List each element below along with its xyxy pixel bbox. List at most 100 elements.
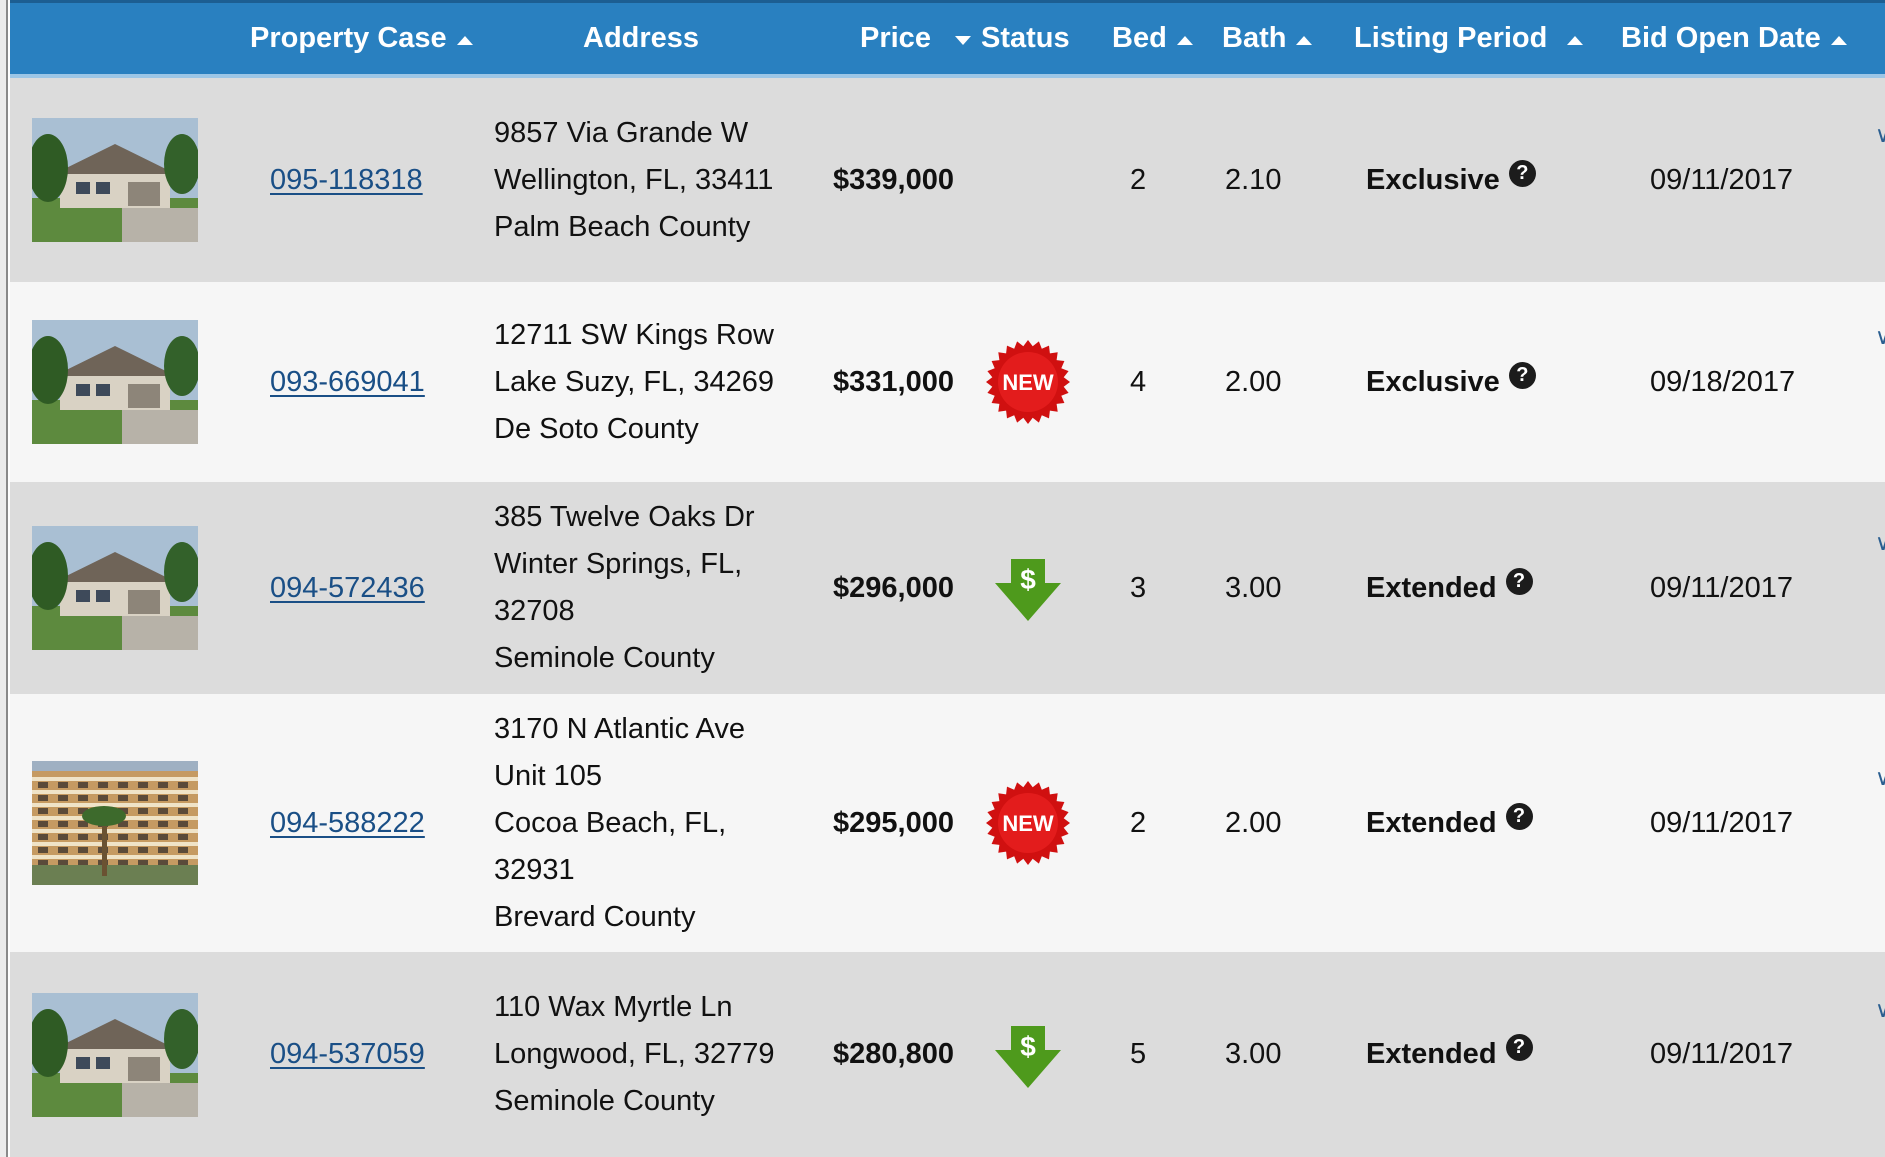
address-lines: 9857 Via Grande W Wellington, FL, 33411 Pa… xyxy=(494,110,773,251)
sort-property-case[interactable]: Property Case xyxy=(250,3,473,74)
address-line: De Soto County xyxy=(494,412,699,445)
bid-open-date-cell: 09/11/2017 xyxy=(1650,806,1793,839)
header-bed: Bed xyxy=(1112,22,1167,54)
help-icon[interactable]: ? xyxy=(1508,159,1536,187)
header-property-case: Property Case xyxy=(250,22,447,54)
header-listing-period: Listing Period xyxy=(1354,22,1548,54)
address-line: Unit 105 xyxy=(494,759,603,792)
address-lines: 385 Twelve Oaks Dr Winter Springs, FL, 327… xyxy=(494,494,755,682)
sort-status[interactable]: Status xyxy=(955,3,1070,74)
address-line: Palm Beach County xyxy=(494,210,751,243)
price-cell: $296,000 xyxy=(833,571,954,604)
overflow-chevron-icon[interactable]: ∨ xyxy=(1875,765,1885,790)
property-case-link[interactable]: 093-669041 xyxy=(270,365,425,398)
bed-cell: 4 xyxy=(1130,365,1147,398)
address-line: 32931 xyxy=(494,853,575,886)
address-line: 110 Wax Myrtle Ln xyxy=(494,991,733,1023)
header-price: Price xyxy=(860,22,931,54)
address-line: 3170 N Atlantic Ave xyxy=(494,712,745,745)
bed-cell: 3 xyxy=(1130,571,1147,604)
listings-table: Property Case Address Price Status Bed B… xyxy=(10,0,1885,1157)
address-line: 12711 SW Kings Row xyxy=(494,318,774,351)
listing-thumbnail[interactable] xyxy=(32,761,198,885)
address-line: 32708 xyxy=(494,595,575,627)
address-line: Seminole County xyxy=(494,642,715,674)
sort-bed[interactable]: Bed xyxy=(1112,3,1193,74)
listing-period-label: Exclusive xyxy=(1366,163,1500,196)
property-case-link[interactable]: 094-537059 xyxy=(270,1038,425,1070)
address-lines: 3170 N Atlantic Ave Unit 105 Cocoa Beach, … xyxy=(494,706,745,941)
help-icon[interactable]: ? xyxy=(1505,802,1533,830)
bath-cell: 2.10 xyxy=(1225,163,1282,196)
listing-period-cell: Exclusive? xyxy=(1366,78,1536,282)
property-case-link[interactable]: 095-118318 xyxy=(270,163,423,196)
listing-thumbnail[interactable] xyxy=(32,118,198,242)
address-line: Winter Springs, FL, xyxy=(494,548,743,580)
sort-desc-icon xyxy=(955,36,971,45)
listing-period-label: Exclusive xyxy=(1366,365,1500,398)
address-cell: 110 Wax Myrtle Ln Longwood, FL, 32779 Semi… xyxy=(494,952,775,1157)
bath-cell: 3.00 xyxy=(1225,571,1282,604)
overflow-chevron-icon[interactable]: ∨ xyxy=(1875,996,1885,1022)
help-icon[interactable]: ? xyxy=(1505,567,1533,595)
listing-thumbnail[interactable] xyxy=(32,320,198,444)
price-cell: $295,000 xyxy=(833,806,954,839)
bid-open-date-cell: 09/11/2017 xyxy=(1650,163,1793,196)
property-case-link[interactable]: 094-588222 xyxy=(270,806,425,839)
sort-bath[interactable]: Bath xyxy=(1222,3,1313,74)
header-address: Address xyxy=(583,3,699,74)
sort-bid-open-date[interactable]: Bid Open Date xyxy=(1621,3,1847,74)
sort-listing-period[interactable]: Listing Period xyxy=(1354,3,1584,74)
svg-text:NEW: NEW xyxy=(1002,811,1054,836)
address-lines: 12711 SW Kings Row Lake Suzy, FL, 34269 De… xyxy=(494,312,774,453)
listing-period-label: Extended xyxy=(1366,806,1497,839)
table-row: 095-118318 9857 Via Grande W Wellington, F… xyxy=(10,78,1885,282)
property-case-cell: 094-588222 xyxy=(270,694,425,952)
header-bath: Bath xyxy=(1222,22,1287,54)
price-drop-icon: $ xyxy=(993,1024,1063,1090)
address-cell: 12711 SW Kings Row Lake Suzy, FL, 34269 De… xyxy=(494,282,774,482)
bath-cell: 2.00 xyxy=(1225,365,1282,398)
listing-period-label: Extended xyxy=(1366,1038,1497,1070)
property-case-cell: 095-118318 xyxy=(270,78,423,282)
help-icon[interactable]: ? xyxy=(1505,1034,1533,1061)
address-line: Wellington, FL, 33411 xyxy=(494,163,774,196)
bid-open-date-cell: 09/18/2017 xyxy=(1650,365,1796,398)
listing-period-cell: Exclusive? xyxy=(1366,282,1536,482)
bed-cell: 5 xyxy=(1130,1038,1147,1070)
header-address-label: Address xyxy=(583,22,700,54)
listing-thumbnail[interactable] xyxy=(32,526,198,650)
listing-thumbnail[interactable] xyxy=(32,992,198,1117)
address-lines: 110 Wax Myrtle Ln Longwood, FL, 32779 Semi… xyxy=(494,984,775,1125)
address-cell: 385 Twelve Oaks Dr Winter Springs, FL, 327… xyxy=(494,482,755,694)
address-line: Seminole County xyxy=(494,1085,715,1117)
table-row: 093-669041 12711 SW Kings Row Lake Suzy, F… xyxy=(10,282,1885,482)
bath-cell: 3.00 xyxy=(1225,1038,1282,1070)
overflow-chevron-icon[interactable]: ∨ xyxy=(1875,324,1885,349)
property-case-link[interactable]: 094-572436 xyxy=(270,571,425,604)
table-header: Property Case Address Price Status Bed B… xyxy=(10,0,1885,78)
listing-period-label: Extended xyxy=(1366,571,1497,604)
table-row: 094-588222 3170 N Atlantic Ave Unit 105 Coc… xyxy=(10,694,1885,952)
address-cell: 9857 Via Grande W Wellington, FL, 33411 Pa… xyxy=(494,78,773,282)
svg-text:NEW: NEW xyxy=(1002,370,1054,395)
bed-cell: 2 xyxy=(1130,163,1147,196)
listing-period-cell: Extended? xyxy=(1366,952,1533,1157)
address-line: 385 Twelve Oaks Dr xyxy=(494,501,755,533)
overflow-chevron-icon[interactable]: ∨ xyxy=(1875,122,1885,147)
sort-asc-icon xyxy=(1567,36,1584,45)
price-cell: $331,000 xyxy=(833,365,954,398)
help-icon[interactable]: ? xyxy=(1508,361,1536,389)
property-case-cell: 093-669041 xyxy=(270,282,425,482)
sort-asc-icon xyxy=(1176,36,1193,45)
sort-price[interactable]: Price xyxy=(860,3,931,74)
new-badge-icon: NEW xyxy=(985,780,1071,866)
address-line: 9857 Via Grande W xyxy=(494,116,749,149)
address-line: Lake Suzy, FL, 34269 xyxy=(494,365,774,398)
address-cell: 3170 N Atlantic Ave Unit 105 Cocoa Beach, … xyxy=(494,694,745,952)
bid-open-date-cell: 09/11/2017 xyxy=(1650,1038,1793,1070)
sort-asc-icon xyxy=(456,36,473,45)
listing-period-cell: Extended? xyxy=(1366,482,1533,694)
overflow-chevron-icon[interactable]: ∨ xyxy=(1875,530,1885,555)
address-line: Brevard County xyxy=(494,900,696,933)
